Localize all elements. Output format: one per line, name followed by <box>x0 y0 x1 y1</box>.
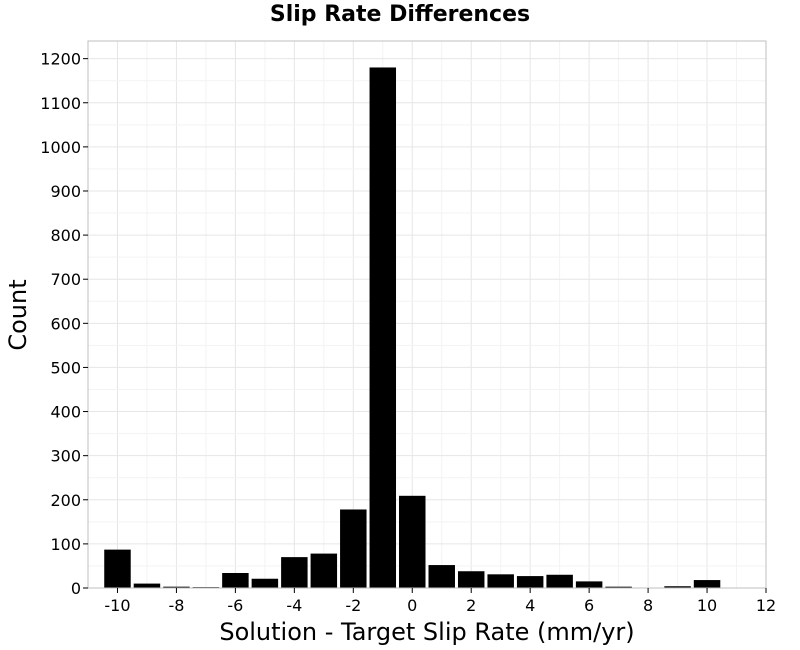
histogram-bar <box>281 557 308 588</box>
y-tick-label: 1100 <box>40 94 81 113</box>
x-tick-label: 10 <box>697 596 717 615</box>
y-tick-label: 100 <box>50 535 81 554</box>
y-tick-label: 400 <box>50 403 81 422</box>
histogram-bar <box>369 67 397 588</box>
y-tick-label: 1000 <box>40 138 81 157</box>
histogram-bar <box>487 574 514 588</box>
histogram-bar <box>399 495 426 588</box>
y-tick-label: 700 <box>50 270 81 289</box>
y-tick-label: 500 <box>50 358 81 377</box>
histogram-bar <box>251 578 279 588</box>
x-tick-label: 0 <box>407 596 417 615</box>
x-tick-label: -6 <box>227 596 243 615</box>
histogram-bar <box>222 573 249 588</box>
x-tick-label: 2 <box>466 596 476 615</box>
histogram-bar <box>605 586 632 588</box>
y-tick-label: 0 <box>71 579 81 598</box>
x-tick-label: -2 <box>345 596 361 615</box>
histogram-bar <box>693 580 721 588</box>
histogram-bar <box>310 553 338 588</box>
x-axis-label: Solution - Target Slip Rate (mm/yr) <box>219 618 635 646</box>
y-tick-label: 900 <box>50 182 81 201</box>
histogram-bar <box>104 549 131 588</box>
y-tick-label: 600 <box>50 314 81 333</box>
x-tick-label: 8 <box>643 596 653 615</box>
histogram-bar <box>428 565 455 588</box>
x-tick-label: -4 <box>286 596 302 615</box>
y-axis-label: Count <box>4 279 32 351</box>
histogram-bar <box>457 571 485 588</box>
x-tick-label: -10 <box>104 596 130 615</box>
y-tick-label: 200 <box>50 491 81 510</box>
x-tick-label: 4 <box>525 596 535 615</box>
y-tick-label: 800 <box>50 226 81 245</box>
x-tick-label: 12 <box>756 596 776 615</box>
histogram-bar <box>575 581 603 588</box>
histogram-bar <box>664 586 691 588</box>
x-tick-label: 6 <box>584 596 594 615</box>
x-tick-label: -8 <box>168 596 184 615</box>
histogram-bar <box>340 509 367 588</box>
histogram-bar <box>163 586 190 588</box>
histogram-bar <box>546 574 573 588</box>
chart-title: Slip Rate Differences <box>269 2 531 27</box>
bars-layer <box>104 67 721 588</box>
grid-layer <box>88 41 767 589</box>
histogram-bar <box>133 583 161 588</box>
y-tick-label: 300 <box>50 447 81 466</box>
histogram-bar <box>516 576 544 588</box>
plot-frame <box>87 40 767 589</box>
y-tick-label: 1200 <box>40 50 81 69</box>
axis-layer: -10 -8 -6 -4 -2 0 2 4 6 8 10 12 0 100 200 300 400 500 600 7… <box>40 40 776 615</box>
